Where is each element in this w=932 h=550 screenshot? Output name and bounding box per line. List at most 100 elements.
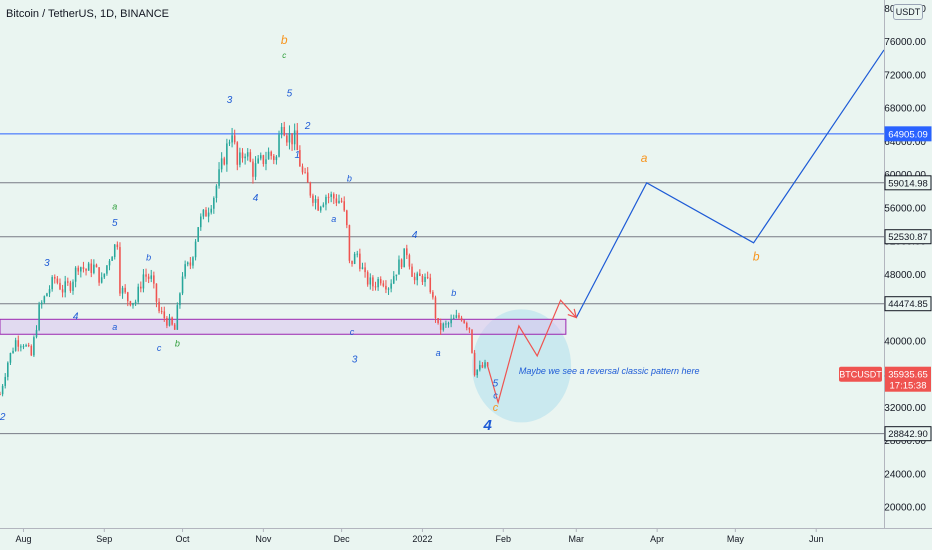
candle: [236, 141, 239, 171]
candle-body: [67, 281, 69, 283]
candle-body: [215, 185, 218, 198]
candle: [150, 269, 153, 283]
candle-body: [398, 259, 400, 275]
price-tick-label: 56000.00: [884, 203, 926, 214]
candle: [90, 259, 93, 278]
time-tick-label: Aug: [15, 534, 31, 544]
candle: [369, 273, 372, 290]
candle-body: [447, 323, 450, 325]
candle-body: [244, 156, 246, 159]
symbol-tag-box: [839, 366, 882, 382]
wave-label: c: [350, 327, 355, 337]
wave-label: 5: [112, 218, 118, 229]
candle: [116, 241, 119, 250]
wave-label: 5: [287, 88, 293, 99]
candle-body: [408, 255, 411, 267]
candle: [416, 271, 419, 286]
candle: [80, 266, 82, 278]
candle-body: [220, 158, 223, 170]
candle: [17, 335, 20, 352]
candle-body: [194, 241, 197, 258]
currency-badge[interactable]: USDT: [893, 4, 923, 20]
candle-body: [460, 317, 463, 321]
candle-body: [421, 275, 424, 283]
candle-body: [38, 304, 40, 330]
candle: [20, 344, 22, 352]
candle: [202, 209, 205, 220]
candle-body: [9, 353, 12, 363]
candle-body: [392, 276, 395, 284]
candle-body: [387, 288, 390, 290]
candle-body: [184, 264, 186, 277]
wave-label: c: [493, 390, 498, 400]
candle: [82, 261, 85, 273]
candle: [74, 266, 77, 288]
candle-body: [111, 257, 113, 261]
candle: [476, 369, 478, 378]
candle: [132, 302, 134, 309]
candle: [434, 295, 437, 323]
candle-body: [197, 227, 199, 242]
candle-body: [173, 324, 176, 330]
candle: [379, 276, 382, 286]
candle: [291, 133, 293, 151]
level-price-tag: 64905.09: [884, 126, 932, 142]
wave-label: 4: [412, 230, 418, 241]
candle-body: [473, 352, 476, 376]
candle: [460, 315, 463, 322]
wave-label: 3: [227, 95, 233, 106]
candle: [330, 191, 332, 203]
candle-body: [233, 135, 236, 143]
candle: [366, 270, 369, 287]
candle: [312, 193, 314, 207]
candle: [160, 306, 163, 315]
candle: [273, 154, 275, 165]
time-axis[interactable]: Aug Sep Oct Nov Dec 2022 Feb Mar Apr May Jun: [15, 528, 823, 544]
candle: [33, 335, 35, 358]
candle-body: [1, 385, 4, 395]
candle: [192, 256, 194, 269]
candle-body: [132, 303, 134, 306]
candle-body: [252, 161, 254, 177]
candle-body: [158, 301, 160, 312]
candle-body: [179, 293, 181, 306]
candle-body: [267, 151, 270, 160]
candle: [403, 248, 405, 268]
wave-label: a: [436, 348, 441, 358]
candle-body: [113, 244, 116, 258]
wave-label: b: [347, 173, 352, 183]
candle-body: [403, 248, 405, 268]
wave-label: Maybe we see a reversal classic pattern …: [519, 366, 700, 376]
candle-body: [332, 194, 335, 199]
candle-body: [231, 135, 233, 143]
candle-body: [27, 345, 30, 347]
candle-body: [192, 257, 194, 266]
candle-body: [210, 208, 213, 213]
candle-body: [304, 172, 306, 174]
candle-body: [166, 318, 168, 326]
candle-body: [95, 264, 98, 268]
candle-body: [291, 133, 293, 145]
candle: [176, 302, 179, 330]
candle: [228, 139, 231, 147]
candle: [364, 262, 366, 278]
symbol-header[interactable]: Bitcoin / TetherUS, 1D, BINANCE: [6, 8, 170, 20]
candle: [213, 196, 215, 214]
candle: [468, 327, 471, 334]
candle: [374, 281, 377, 291]
wave-label: b: [146, 252, 151, 262]
candle: [439, 318, 442, 335]
support-zone: [0, 318, 567, 335]
candle: [179, 292, 181, 309]
candle-body: [471, 329, 473, 353]
candle: [7, 361, 9, 381]
candle: [304, 167, 306, 174]
candle-body: [249, 152, 252, 162]
candle: [140, 281, 142, 293]
candle: [319, 205, 322, 213]
candle: [400, 258, 403, 270]
candle-body: [17, 340, 20, 347]
candle-body: [330, 194, 332, 197]
candle-body: [479, 364, 481, 370]
